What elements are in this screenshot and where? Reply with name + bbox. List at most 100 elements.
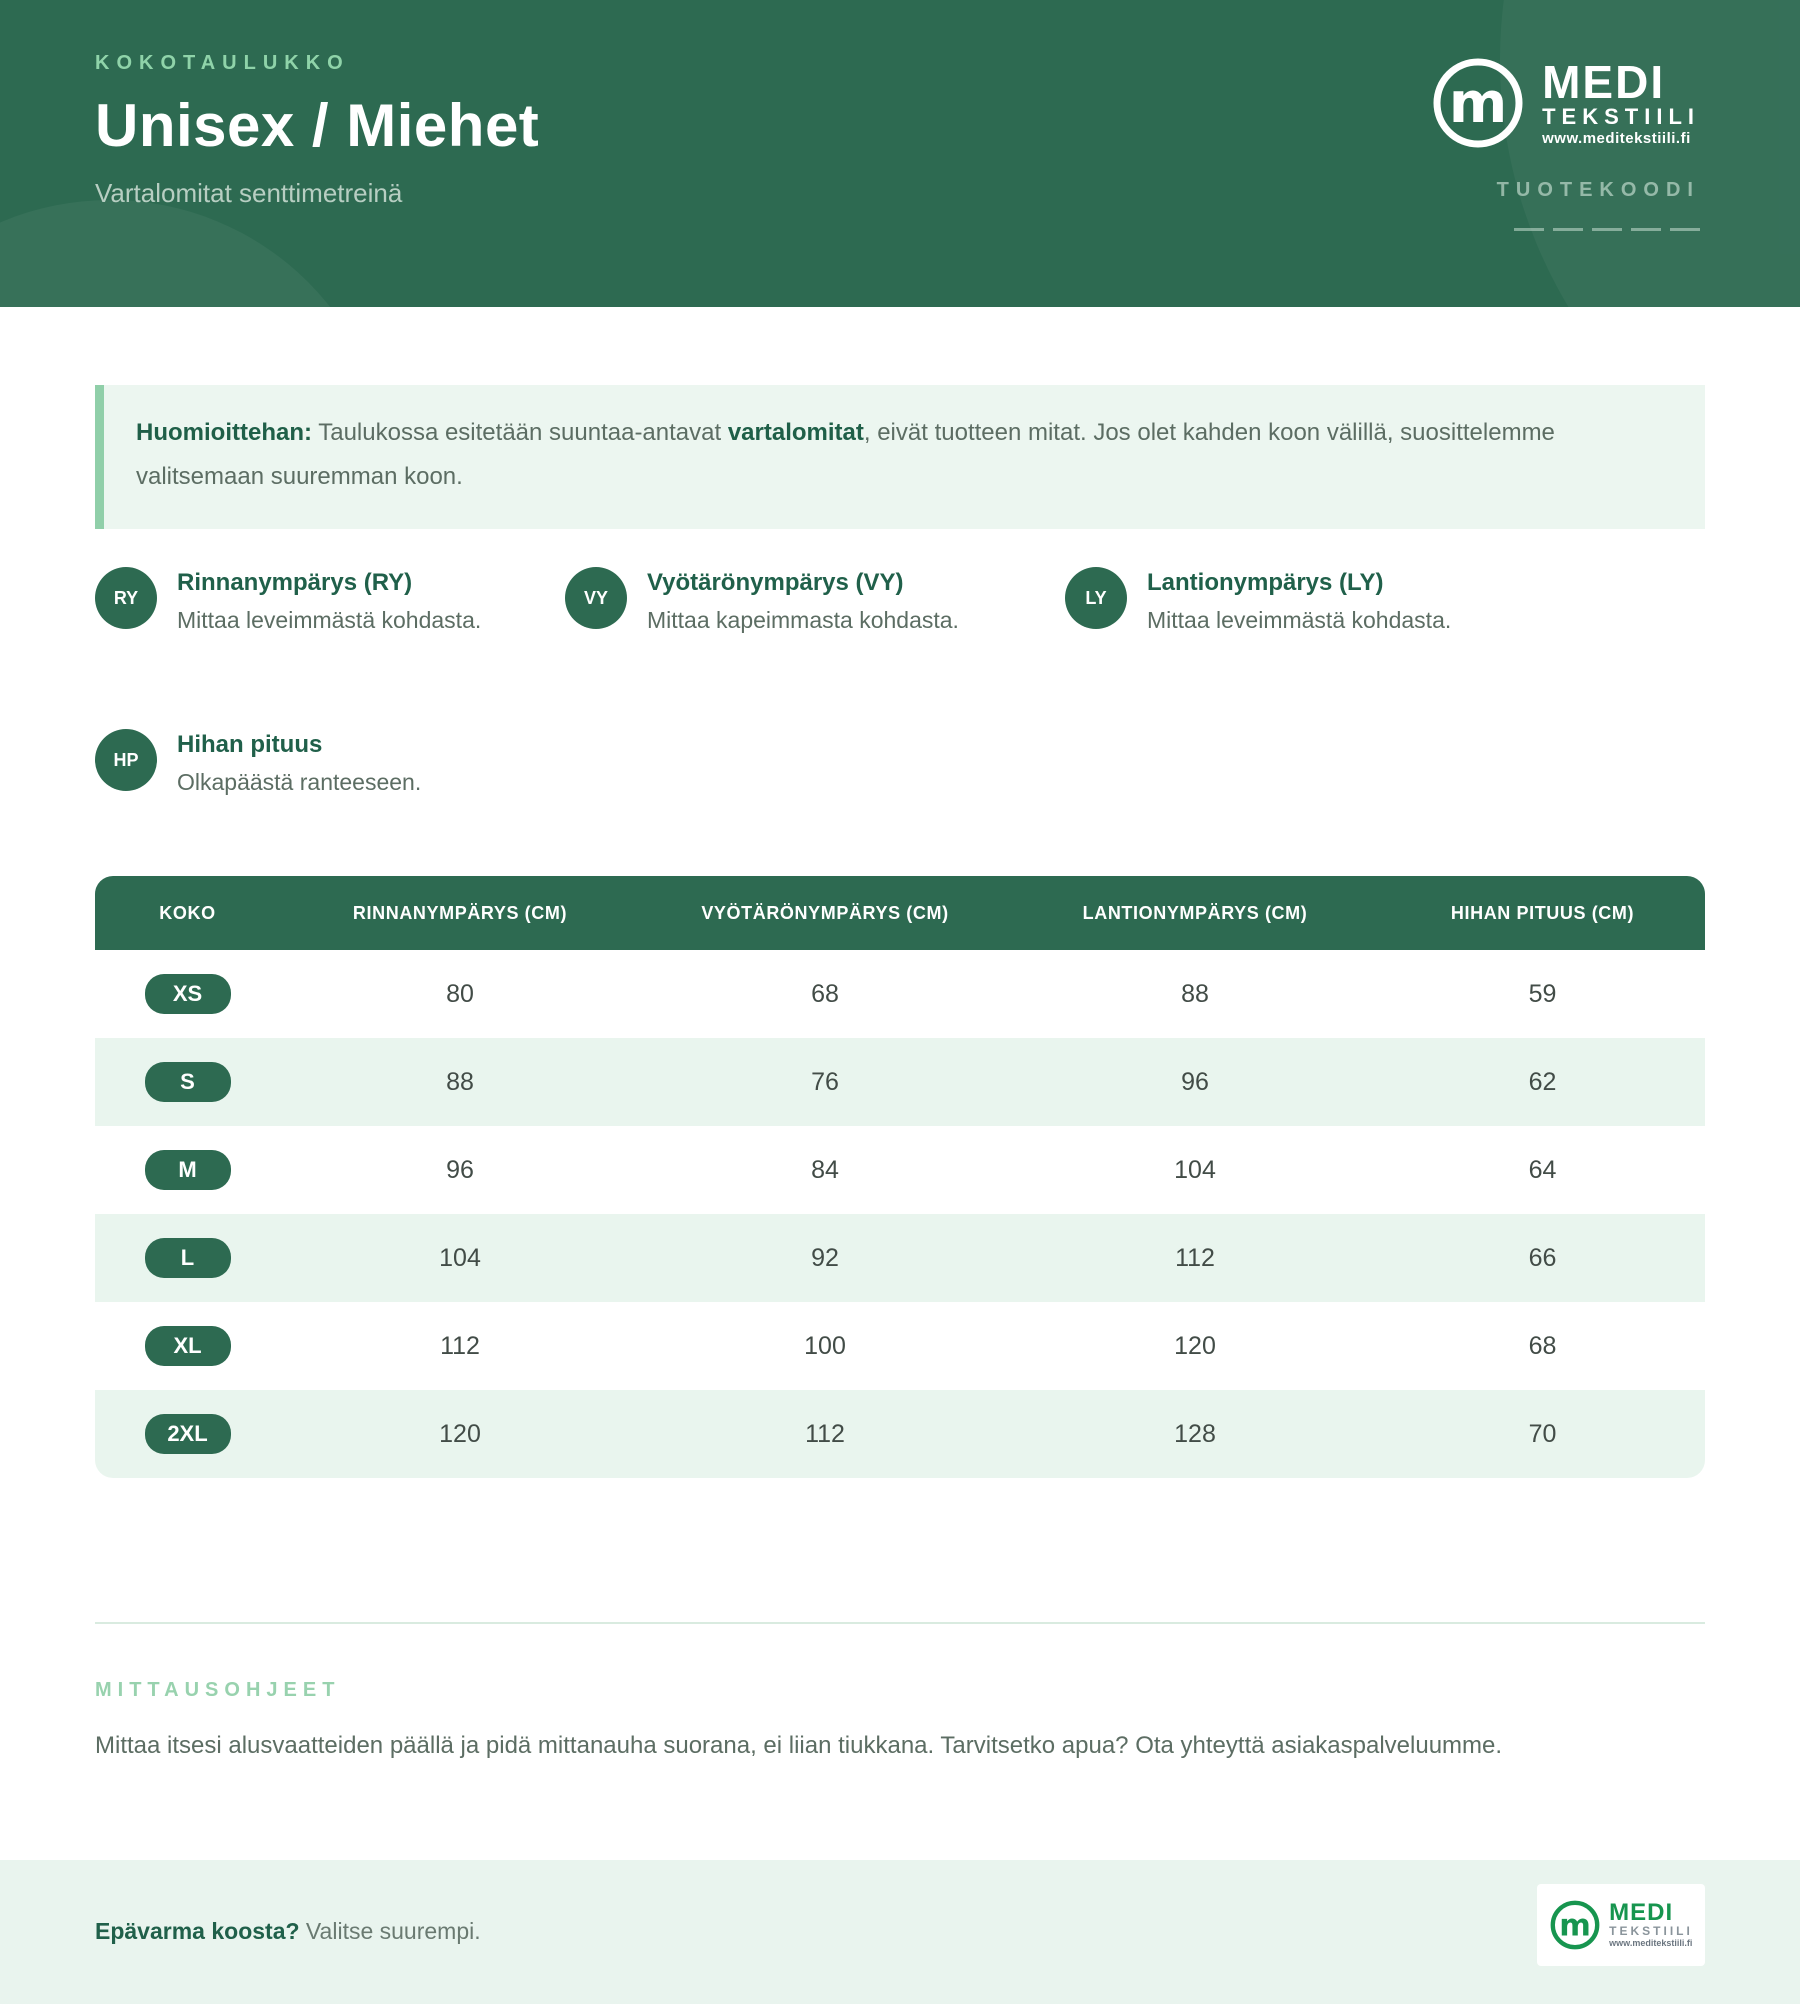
footer-text: Epävarma koosta? Valitse suurempi. [95,1918,481,1945]
blank-line [1592,228,1622,231]
legend-badge-hp: HP [95,729,157,791]
brand-url: www.meditekstiili.fi [1542,129,1691,147]
table-row-xl: XL 112 100 120 68 [95,1302,1705,1390]
table-body: XS 80 68 88 59 S 88 76 96 62 M 96 84 104… [95,950,1705,1478]
notice-highlight: vartalomitat [727,419,864,446]
cell-value: 96 [1181,1067,1209,1096]
medi-wordmark: MEDI TEKSTIILI www.meditekstiili.fi [1609,1899,1693,1949]
legend-item-vy: VY Vyötärönympärys (VY) Mittaa kapeimmas… [565,567,1065,657]
size-badge: M [144,1150,231,1190]
header: KOKOTAULUKKO Unisex / Miehet Vartalomita… [0,0,1800,307]
product-code-blank-lines [1430,228,1700,231]
legend-badge-vy: VY [565,567,627,629]
header-decoration-circle-left [0,200,390,307]
cell-value: 92 [811,1243,839,1272]
legend-description: Olkapäästä ranteeseen. [177,769,422,795]
legend-description: Mittaa kapeimmasta kohdasta. [647,607,959,633]
cell-value: 80 [446,979,474,1008]
cell-value: 70 [1528,1419,1557,1448]
legend-item-ly: LY Lantionympärys (LY) Mittaa leveimmäst… [1065,567,1705,657]
legend-badge-ry: RY [95,567,157,629]
legend-item-hp: HP Hihan pituus Olkapäästä ranteeseen. [95,729,565,819]
page-subtitle: Vartalomitat senttimetreinä [95,178,403,208]
cell-value: 88 [446,1067,474,1096]
blank-line [1670,228,1700,231]
medi-monogram-icon: m [1433,58,1523,148]
cell-value: 128 [1174,1419,1216,1448]
header-decoration-circle-right [1500,0,1800,307]
section-divider [95,1622,1705,1624]
legend-description: Mittaa leveimmästä kohdasta. [177,607,482,633]
cell-value: 68 [1528,1331,1557,1360]
column-header-rinnanymparys: RINNANYMPÄRYS (CM) [352,902,568,923]
legend-description: Mittaa leveimmästä kohdasta. [1147,607,1452,633]
brand-name-bottom: TEKSTIILI [1542,103,1700,129]
cell-value: 66 [1528,1243,1557,1272]
size-badge: S [144,1062,231,1102]
measurement-legend: RY Rinnanympärys (RY) Mittaa leveimmästä… [95,567,1705,819]
table-row-2xl: 2XL 120 112 128 70 [95,1390,1705,1478]
size-badge: XS [144,974,231,1014]
cell-value: 84 [811,1155,839,1184]
column-header-hihan-pituus: HIHAN PITUUS (CM) [1450,902,1635,923]
blank-line [1553,228,1583,231]
legend-badge-ly: LY [1065,567,1127,629]
table-row-l: L 104 92 112 66 [95,1214,1705,1302]
brand-name-bottom: TEKSTIILI [1609,1924,1693,1938]
table-row-m: M 96 84 104 64 [95,1126,1705,1214]
blank-line [1514,228,1544,231]
size-badge: L [144,1238,231,1278]
page-title: Unisex / Miehet [95,92,540,159]
footer-medi-logo: m MEDI TEKSTIILI www.meditekstiili.fi [1537,1884,1705,1966]
cell-value: 120 [439,1419,481,1448]
cell-value: 104 [1174,1155,1216,1184]
table-row-xs: XS 80 68 88 59 [95,950,1705,1038]
cell-value: 64 [1528,1155,1557,1184]
cell-value: 120 [1174,1331,1216,1360]
table-row-s: S 88 76 96 62 [95,1038,1705,1126]
brand-name-top: MEDI [1609,1899,1674,1926]
footer-lead: Epävarma koosta? [95,1918,300,1944]
legend-title: Lantionympärys (LY) [1147,569,1384,596]
notice-text-after: , eivät tuotteen mitat. Jos olet kahden … [136,419,1555,490]
legend-item-ry: RY Rinnanympärys (RY) Mittaa leveimmästä… [95,567,565,657]
cell-value: 88 [1181,979,1209,1008]
legend-title: Rinnanympärys (RY) [177,569,413,596]
column-header-lantionymparys: LANTIONYMPÄRYS (CM) [1082,902,1308,923]
medi-monogram-icon: m [1550,1900,1600,1950]
brand-url: www.meditekstiili.fi [1609,1938,1693,1948]
cell-value: 62 [1528,1067,1557,1096]
size-table: KOKO RINNANYMPÄRYS (CM) VYÖTÄRÖNYMPÄRYS … [95,876,1705,1478]
size-badge: 2XL [144,1414,231,1454]
column-header-vyotaronymparys: VYÖTÄRÖNYMPÄRYS (CM) [701,902,949,923]
column-header-koko: KOKO [159,902,216,923]
footer: Epävarma koosta? Valitse suurempi. m MED… [0,1860,1800,2004]
instructions-heading: MITTAUSOHJEET [95,1679,341,1701]
instructions-text: Mittaa itsesi alusvaatteiden päällä ja p… [95,1732,1503,1759]
notice-text-before: Taulukossa esitetään suuntaa-antavat [311,419,728,446]
monogram-letter: m [1449,71,1507,136]
header-brand-block: m MEDI TEKSTIILI www.meditekstiili.fi TU… [1430,55,1700,231]
cell-value: 100 [804,1331,846,1360]
medi-wordmark: MEDI TEKSTIILI www.meditekstiili.fi [1542,55,1700,147]
cell-value: 112 [1175,1243,1215,1272]
monogram-letter: m [1559,1908,1591,1943]
notice-lead: Huomioittehan: [136,419,312,446]
footer-advice: Valitse suurempi. [299,1918,481,1944]
cell-value: 104 [439,1243,481,1272]
cell-value: 76 [811,1067,839,1096]
cell-value: 96 [446,1155,474,1184]
cell-value: 112 [805,1419,845,1448]
cell-value: 112 [440,1331,480,1360]
notice-box: Huomioittehan: Taulukossa esitetään suun… [95,385,1705,529]
legend-title: Vyötärönympärys (VY) [647,569,904,596]
cell-value: 59 [1528,979,1557,1008]
table-header-row: KOKO RINNANYMPÄRYS (CM) VYÖTÄRÖNYMPÄRYS … [95,876,1705,950]
product-code-label: TUOTEKOODI [1496,179,1700,201]
medi-logo: m MEDI TEKSTIILI www.meditekstiili.fi [1430,55,1700,151]
eyebrow-label: KOKOTAULUKKO [95,52,350,74]
blank-line [1631,228,1661,231]
header-titles: KOKOTAULUKKO Unisex / Miehet Vartalomita… [95,52,539,209]
brand-name-top: MEDI [1542,55,1666,108]
legend-title: Hihan pituus [177,731,323,758]
